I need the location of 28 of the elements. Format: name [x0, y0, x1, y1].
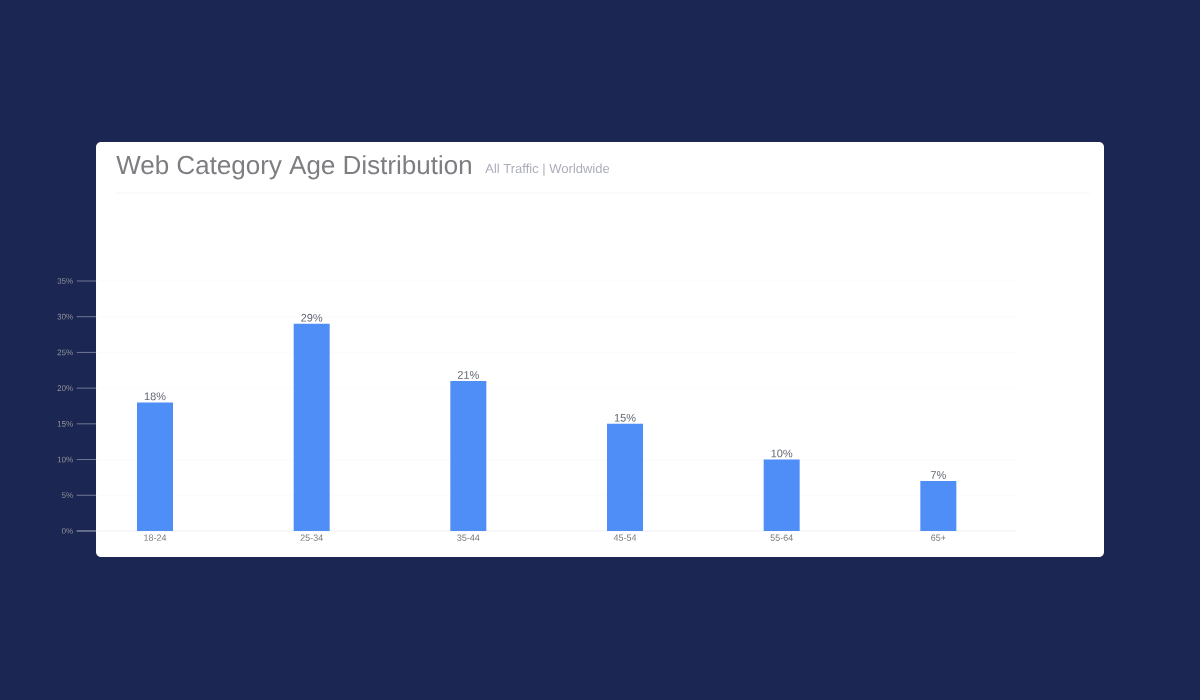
- data-label: 7%: [930, 471, 946, 479]
- x-tick-label: 35-44: [457, 534, 480, 541]
- data-label: 10%: [771, 449, 793, 458]
- y-tick-label: 20%: [57, 385, 73, 391]
- x-tick-label: 65+: [931, 534, 946, 541]
- y-tick-label: 10%: [57, 456, 73, 463]
- chart-title: Web Category Age Distribution: [116, 155, 471, 180]
- bar: [920, 480, 957, 531]
- bar: [763, 459, 800, 531]
- bar: [607, 423, 644, 531]
- bar: [137, 402, 174, 531]
- x-tick-label: 18-24: [144, 534, 167, 541]
- y-tick-label: 5%: [61, 492, 73, 499]
- y-tick-label: 15%: [57, 421, 73, 427]
- chart-subtitle: All Traffic | Worldwide: [485, 163, 610, 176]
- x-tick-label: 25-34: [300, 534, 323, 541]
- bar: [450, 380, 487, 531]
- x-tick-label: 55-64: [770, 534, 793, 541]
- data-label: 18%: [144, 392, 166, 401]
- x-tick-label: 45-54: [613, 534, 637, 541]
- data-label: 15%: [614, 413, 636, 422]
- data-label: 29%: [301, 313, 323, 322]
- y-tick-label: 30%: [57, 313, 73, 320]
- y-tick-label: 35%: [57, 278, 73, 284]
- y-tick-label: 25%: [57, 349, 73, 356]
- data-label: 21%: [457, 371, 479, 379]
- bar: [293, 323, 330, 531]
- y-tick-label: 0%: [61, 528, 73, 534]
